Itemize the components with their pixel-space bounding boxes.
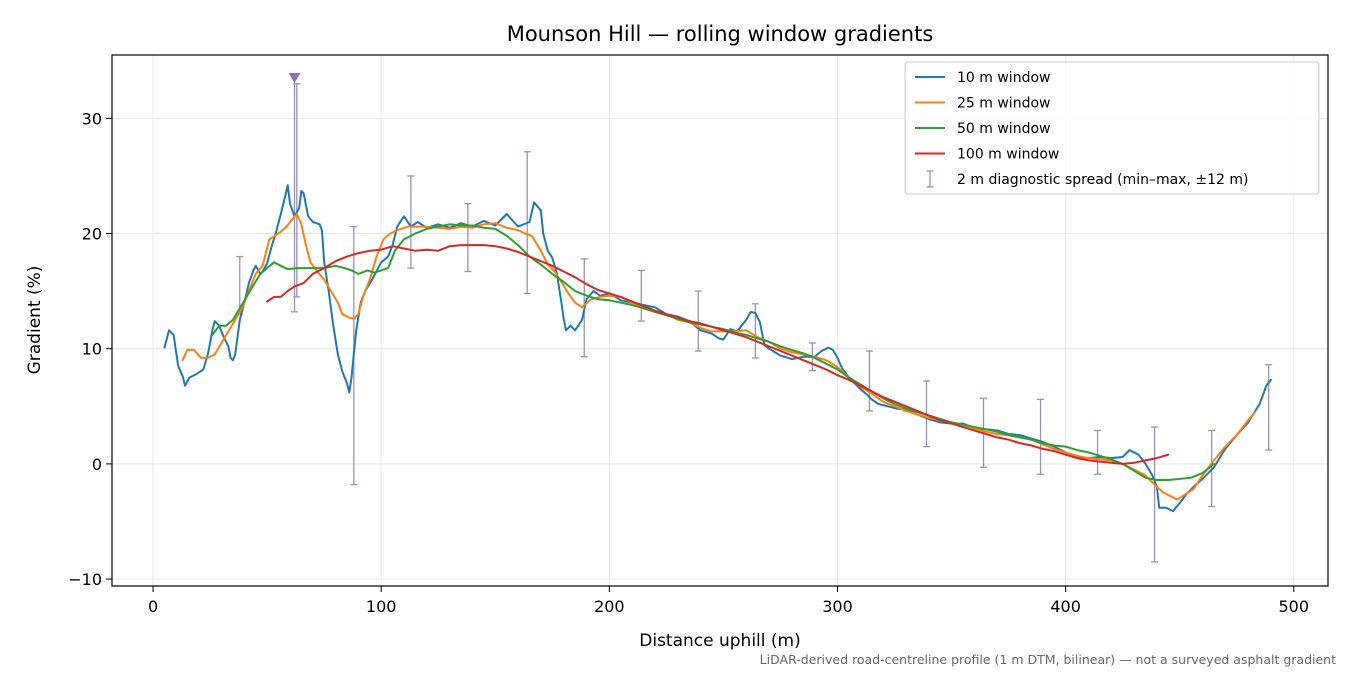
axis-ticks: 0 100 200 300 400 500 −10 0 10 20 30	[68, 109, 1309, 616]
diagnostic-errorbar	[288, 73, 301, 313]
diagnostic-errorbar	[865, 350, 873, 412]
footnote: LiDAR-derived road-centreline profile (1…	[760, 652, 1336, 667]
x-tick-label: 0	[148, 597, 158, 616]
diagnostic-errorbar	[1265, 364, 1273, 451]
y-axis-label: Gradient (%)	[25, 266, 45, 375]
diagnostic-errorbar	[464, 202, 472, 273]
series-line	[266, 244, 1170, 465]
series-line	[211, 223, 1215, 481]
legend-entry: 100 m window	[915, 147, 1059, 163]
x-axis-label: Distance uphill (m)	[639, 631, 800, 651]
legend-label: 10 m window	[957, 70, 1050, 86]
legend-label: 2 m diagnostic spread (min–max, ±12 m)	[957, 172, 1248, 188]
x-tick-label: 300	[822, 597, 853, 616]
legend: 10 m window 25 m window 50 m window 100 m w…	[904, 61, 1320, 195]
diagnostic-errorbar	[694, 290, 702, 352]
diagnostic-errorbar	[1151, 426, 1159, 563]
x-tick-label: 200	[594, 597, 625, 616]
legend-entry: 25 m window	[915, 96, 1050, 112]
legend-label: 50 m window	[957, 121, 1050, 137]
legend-label: 100 m window	[957, 147, 1059, 163]
y-tick-label: −10	[68, 570, 102, 589]
legend-entry: 2 m diagnostic spread (min–max, ±12 m)	[926, 170, 1248, 188]
series-line	[163, 184, 1272, 513]
diagnostic-errorbar	[637, 269, 645, 322]
y-tick-label: 20	[82, 225, 102, 244]
legend-entry: 10 m window	[915, 70, 1050, 86]
x-tick-label: 400	[1050, 597, 1081, 616]
plot-frame	[111, 54, 1329, 587]
y-tick-label: 30	[82, 109, 102, 128]
plot-area	[163, 73, 1273, 563]
clipped-marker	[288, 73, 301, 84]
diagnostic-errorbar	[1094, 429, 1102, 475]
x-tick-label: 500	[1279, 597, 1310, 616]
x-tick-label: 100	[366, 597, 397, 616]
legend-entry: 50 m window	[915, 121, 1050, 137]
diagnostic-errorbar	[407, 175, 415, 269]
y-tick-label: 10	[82, 340, 102, 359]
legend-box	[904, 61, 1320, 195]
legend-label: 25 m window	[957, 96, 1050, 112]
diagnostic-errorbar	[1037, 398, 1045, 475]
diagnostic-errorbar	[293, 83, 301, 298]
y-tick-label: 0	[92, 455, 102, 474]
chart-title: Mounson Hill — rolling window gradients	[507, 22, 934, 46]
